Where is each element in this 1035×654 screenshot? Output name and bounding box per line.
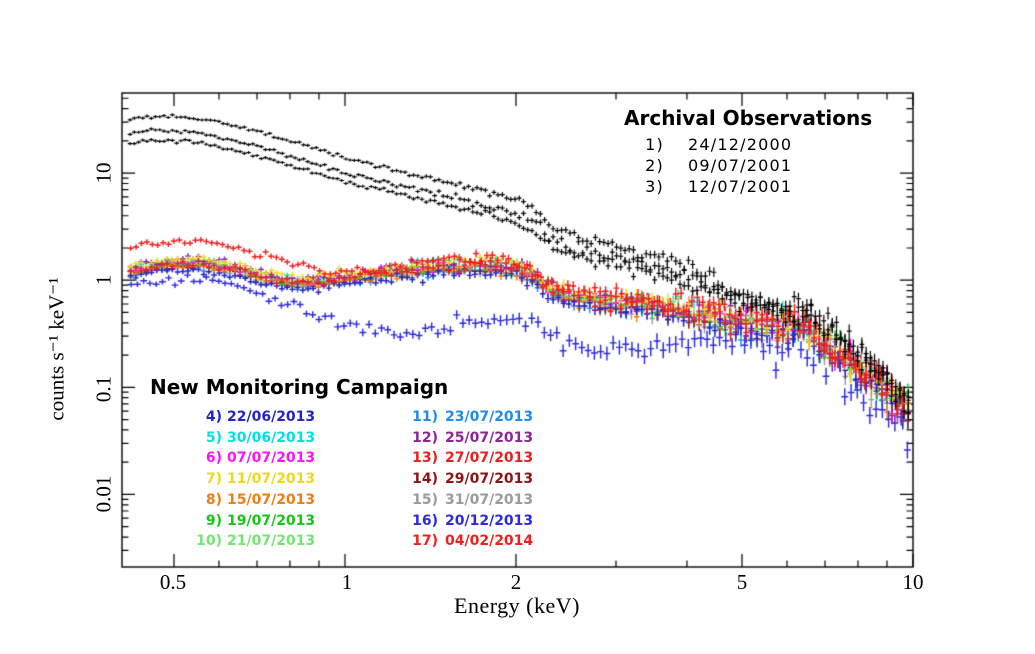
- campaign-legend-item: 12) 25/07/2013: [404, 428, 533, 449]
- campaign-legend-item: 7) 11/07/2013: [150, 469, 404, 490]
- campaign-legend-item: 11) 23/07/2013: [404, 407, 533, 428]
- campaign-legend-item: 17) 04/02/2014: [404, 531, 533, 552]
- campaign-legend-title: New Monitoring Campaign: [150, 375, 449, 399]
- legend-item-number: 8): [205, 491, 222, 508]
- legend-item-number: 16): [412, 512, 438, 529]
- legend-item-number: 9): [205, 512, 222, 529]
- campaign-legend-item: 14) 29/07/2013: [404, 469, 533, 490]
- archival-legend: Archival Observations 1) 24/12/2000 2) 0…: [624, 106, 872, 197]
- legend-item-number: 10): [196, 533, 222, 550]
- legend-item-date: 09/07/2001: [688, 156, 793, 175]
- legend-item-date: 25/07/2013: [445, 429, 534, 446]
- legend-item-number: 7): [205, 471, 222, 488]
- x-tick-label: 10: [902, 570, 924, 594]
- y-tick-label: 0.01: [91, 475, 116, 513]
- campaign-legend: New Monitoring Campaign 4) 22/06/2013 5) 3…: [150, 375, 533, 552]
- campaign-legend-item: 16) 20/12/2013: [404, 511, 533, 532]
- y-axis-label: counts s⁻¹ keV⁻¹: [44, 277, 69, 421]
- legend-item-number: 1): [645, 135, 664, 154]
- legend-item-number: 6): [205, 450, 222, 467]
- campaign-legend-column-2: 11) 23/07/2013 12) 25/07/2013 13) 27/07/201…: [404, 407, 533, 552]
- legend-item-number: 15): [412, 491, 438, 508]
- campaign-legend-item: 15) 31/07/2013: [404, 490, 533, 511]
- campaign-legend-item: 9) 19/07/2013: [150, 511, 404, 532]
- legend-item-date: 19/07/2013: [227, 512, 316, 529]
- campaign-legend-item: 4) 22/06/2013: [150, 407, 404, 428]
- archival-legend-item: 3) 12/07/2001: [624, 176, 872, 197]
- legend-item-date: 21/07/2013: [227, 533, 316, 550]
- legend-item-date: 20/12/2013: [445, 512, 534, 529]
- legend-item-number: 4): [205, 409, 222, 425]
- campaign-legend-item: 10) 21/07/2013: [150, 531, 404, 552]
- legend-item-date: 30/06/2013: [227, 429, 316, 446]
- x-tick-label: 0.5: [159, 570, 187, 594]
- archival-legend-item: 2) 09/07/2001: [624, 155, 872, 176]
- x-tick-label: 1: [341, 570, 353, 594]
- legend-item-date: 24/12/2000: [688, 135, 793, 154]
- archival-legend-item: 1) 24/12/2000: [624, 134, 872, 155]
- archival-legend-title: Archival Observations: [624, 106, 873, 130]
- legend-item-number: 11): [412, 409, 438, 425]
- x-axis-label: Energy (keV): [454, 593, 580, 618]
- legend-item-number: 5): [205, 429, 222, 446]
- legend-item-date: 07/07/2013: [227, 450, 316, 467]
- campaign-legend-item: 6) 07/07/2013: [150, 448, 404, 469]
- legend-item-date: 27/07/2013: [445, 450, 534, 467]
- x-tick-label: 5: [736, 570, 748, 594]
- legend-item-number: 3): [645, 177, 664, 196]
- legend-item-number: 17): [412, 533, 438, 550]
- y-tick-label: 0.1: [91, 375, 116, 403]
- legend-item-number: 14): [412, 471, 438, 488]
- y-tick-label: 1: [91, 274, 116, 286]
- campaign-legend-item: 13) 27/07/2013: [404, 448, 533, 469]
- campaign-legend-column-1: 4) 22/06/2013 5) 30/06/2013 6) 07/07/2013 7…: [150, 407, 404, 552]
- legend-item-date: 23/07/2013: [445, 409, 534, 425]
- legend-item-date: 04/02/2014: [445, 533, 534, 550]
- campaign-legend-item: 5) 30/06/2013: [150, 428, 404, 449]
- legend-item-date: 11/07/2013: [227, 471, 316, 488]
- legend-item-number: 13): [412, 450, 438, 467]
- legend-item-date: 31/07/2013: [445, 491, 534, 508]
- x-tick-label: 2: [510, 570, 522, 594]
- legend-item-date: 22/06/2013: [227, 409, 316, 425]
- legend-item-date: 15/07/2013: [227, 491, 316, 508]
- legend-item-date: 12/07/2001: [688, 177, 793, 196]
- legend-item-number: 2): [645, 156, 664, 175]
- y-tick-label: 10: [91, 162, 116, 184]
- legend-item-number: 12): [412, 429, 438, 446]
- campaign-legend-item: 8) 15/07/2013: [150, 490, 404, 511]
- legend-item-date: 29/07/2013: [445, 471, 534, 488]
